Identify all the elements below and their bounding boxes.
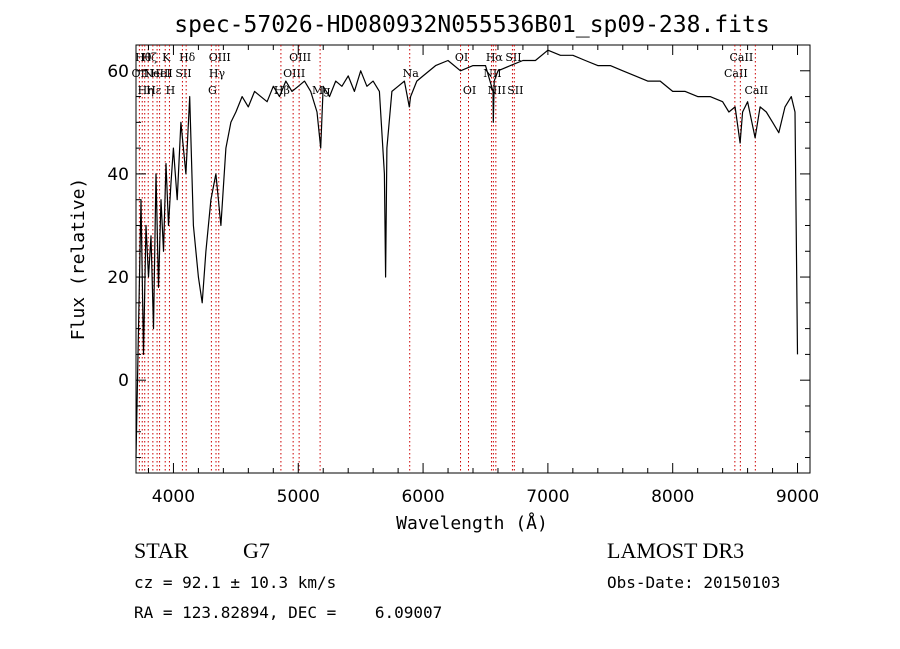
line-marker-label: Hδ	[179, 51, 196, 64]
redshift-cz: cz = 92.1 ± 10.3 km/s	[134, 573, 337, 592]
spectrum-line	[135, 49, 799, 458]
y-tick-label: 60	[107, 62, 129, 82]
x-axis-label: Wavelength (Å)	[396, 512, 548, 534]
chart-title: spec-57026-HD080932N055536B01_sp09-238.f…	[174, 12, 769, 38]
object-type: STAR	[134, 538, 189, 563]
line-marker-label: Hθ	[135, 51, 152, 64]
survey-name: LAMOST DR3	[607, 538, 745, 563]
line-marker-label: Mg	[312, 84, 330, 97]
line-marker-label: Hζ	[141, 51, 157, 64]
line-marker-label: OIII	[283, 67, 305, 80]
line-marker-label: OIII	[209, 51, 231, 64]
x-tick-label: 7000	[526, 487, 569, 507]
line-marker-label: CaII	[744, 84, 768, 97]
line-marker-label: Hε	[146, 84, 162, 97]
observation-date: Obs-Date: 20150103	[607, 573, 781, 592]
y-tick-label: 20	[107, 268, 129, 288]
spectral-line-markers: OIIHθHηHζHεNeIIIHeIKHSIIHδGHγOIIIHβOIIIO…	[132, 45, 768, 473]
line-marker-label: SII	[507, 84, 523, 97]
line-marker-label: NII	[483, 67, 501, 80]
line-marker-label: K	[162, 51, 171, 64]
y-axis-label: Flux (relative)	[68, 178, 89, 341]
line-marker-label: NII	[488, 84, 506, 97]
x-tick-label: 8000	[651, 487, 694, 507]
line-marker-label: OI	[455, 51, 468, 64]
line-marker-label: OIII	[289, 51, 311, 64]
line-marker-label: H	[166, 84, 176, 97]
line-marker-label: Hη	[138, 84, 154, 97]
line-marker-label: G	[208, 84, 217, 97]
axes: 4000 5000 6000 7000 8000 9000 0 20 40 60	[107, 44, 819, 507]
y-tick-label: 0	[118, 371, 129, 391]
line-marker-label: Hα	[486, 51, 504, 64]
line-marker-label: CaII	[730, 51, 754, 64]
line-marker-label: CaII	[724, 67, 748, 80]
x-tick-label: 4000	[152, 487, 195, 507]
x-tick-label: 6000	[401, 487, 444, 507]
coordinates: RA = 123.82894, DEC = 6.09007	[134, 603, 443, 622]
spectral-subclass: G7	[243, 538, 270, 563]
line-marker-label: HeI	[150, 67, 170, 80]
spectrum-series	[135, 49, 799, 458]
line-marker-label: OI	[463, 84, 476, 97]
line-marker-label: SII	[505, 51, 521, 64]
x-tick-label: 5000	[277, 487, 320, 507]
y-tick-label: 40	[107, 165, 129, 185]
x-tick-label: 9000	[776, 487, 819, 507]
line-marker-label: Hγ	[209, 67, 226, 80]
line-marker-label: SII	[175, 67, 191, 80]
line-marker-label: Na	[403, 67, 420, 80]
